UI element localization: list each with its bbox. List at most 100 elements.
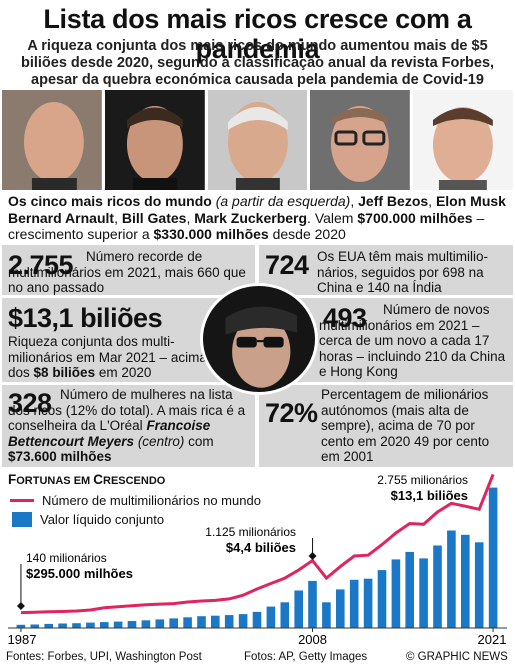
- bar-2015: [405, 551, 414, 628]
- fact-5-text-b: com: [188, 433, 214, 449]
- fact-3: $13,1 biliões Riqueza conjunta dos multi…: [2, 298, 255, 382]
- bar-2000: [197, 616, 206, 628]
- fact-1-text: Número recorde de multimilionários em 20…: [8, 249, 246, 295]
- fact-3-number: $13,1 biliões: [8, 303, 163, 333]
- bar-1998: [169, 618, 178, 628]
- fact-3-text-b: $8 biliões: [33, 365, 96, 380]
- page-subtitle: A riqueza conjunta dos mais ricos do mun…: [20, 38, 495, 88]
- annotation-1987-count: 140 milionários: [26, 551, 107, 565]
- fact-4-text: Número de novos multimilionários em 2021…: [319, 302, 506, 379]
- bar-1993: [100, 622, 109, 628]
- annotation-1987-marker: [16, 602, 25, 610]
- caption-note: (a partir da esquerda): [215, 193, 351, 209]
- legend-line-label: Número de multimilionários no mundo: [42, 493, 261, 508]
- fact-1-number: 2.755: [8, 250, 74, 280]
- fact-5-value: $73.600 milhões: [8, 449, 112, 464]
- annotation-2008-marker: [308, 552, 317, 560]
- chart-title-cap-2: C: [93, 472, 103, 487]
- series-line: [20, 473, 495, 615]
- caption-value-prefix: Valem: [314, 209, 354, 226]
- fact-5-text: Número de mulheres na lista dos ricos (1…: [8, 387, 248, 465]
- legend-bar-swatch: [12, 512, 32, 527]
- caption-name-2: Elon Musk: [435, 193, 506, 209]
- caption-lead: Os cinco mais ricos do mundo: [8, 193, 212, 209]
- portrait-2: [104, 90, 205, 190]
- caption-growth: $330.000 milhões: [153, 226, 269, 242]
- bar-2001: [211, 615, 220, 628]
- fact-2: 724 Os EUA têm mais multimilio-nários, s…: [259, 245, 513, 295]
- x-tick-label-2021: 2021: [478, 632, 507, 647]
- portrait-4: [310, 90, 411, 190]
- bar-2002: [224, 615, 234, 628]
- bar-2020: [474, 542, 484, 628]
- bar-2008: [308, 580, 317, 628]
- portrait-1: [2, 90, 102, 190]
- bar-2019: [461, 534, 470, 628]
- footer-sources: Fontes: Forbes, UPI, Washington Post: [6, 651, 202, 663]
- fact-1: 2.755 Número recorde de multimilionários…: [2, 245, 255, 295]
- bar-1995: [127, 621, 137, 628]
- annotation-2008-count: 1.125 milionários: [205, 525, 296, 539]
- portrait-5: [413, 90, 513, 190]
- legend-item-bar: Valor líquido conjunto: [10, 510, 261, 529]
- caption-name-3: Bernard Arnault: [8, 209, 115, 226]
- fact-4-number: 493: [323, 303, 367, 333]
- annotation-1987-value: $295.000 milhões: [26, 566, 133, 581]
- bar-2021: [488, 487, 498, 628]
- bar-1992: [86, 622, 95, 628]
- page-title: Lista dos mais ricos cresce com a pandem…: [43, 4, 472, 64]
- bar-1996: [141, 620, 151, 628]
- chart-area: 1987 2008 2021 140 milionários$295.000 mil…: [8, 473, 507, 647]
- fact-2-text: Os EUA têm mais multimilio-nários, segui…: [317, 249, 489, 295]
- bar-1988: [30, 624, 40, 628]
- fact-3-text-a: Riqueza conjunta dos multi-milionários e…: [8, 334, 207, 380]
- caption-value: $700.000 milhões: [357, 209, 473, 226]
- bar-1987: [16, 624, 26, 628]
- fact-2-number: 724: [265, 250, 309, 280]
- bar-2006: [280, 602, 290, 628]
- footer-credit: © GRAPHIC NEWS: [406, 651, 508, 663]
- bar-2009: [322, 602, 331, 628]
- x-tick-label-2008: 2008: [298, 632, 327, 647]
- bar-2004: [252, 611, 262, 628]
- chart-title-part-2: RESCENDO: [103, 475, 166, 487]
- bar-2012: [363, 578, 373, 628]
- fact-3-text: Riqueza conjunta dos multi-milionários e…: [8, 334, 208, 381]
- bar-1991: [72, 623, 81, 628]
- fact-5-number: 328: [8, 388, 52, 418]
- annotation-2021-value: $13,1 biliões: [391, 488, 468, 503]
- caption-growth-prefix: crescimento superior a: [8, 226, 150, 242]
- legend-item-line: Número de multimilionários no mundo: [10, 491, 261, 510]
- fact-5-text-a: Número de mulheres na lista dos ricos (1…: [8, 387, 246, 433]
- bar-2003: [238, 614, 248, 628]
- caption-name-4: Bill Gates: [121, 209, 187, 226]
- chart-title: FORTUNAS EM CRESCENDO: [8, 472, 165, 487]
- fact-5-note: (centro): [137, 433, 185, 449]
- bar-2013: [377, 570, 387, 628]
- fact-6-number: 72%: [265, 398, 318, 428]
- bar-2005: [266, 606, 276, 628]
- legend-bar-label: Valor líquido conjunto: [40, 512, 165, 527]
- bar-2007: [294, 590, 303, 628]
- annotation-2008-value: $4,4 biliões: [226, 540, 296, 555]
- bar-1990: [58, 623, 67, 628]
- caption-name-1: Jeff Bezos: [358, 193, 429, 209]
- x-tick-label-1987: 1987: [8, 632, 37, 647]
- photo-strip: [2, 90, 513, 190]
- legend-line-swatch: [10, 499, 34, 502]
- bar-2014: [391, 559, 401, 628]
- annotation-2021-count: 2.755 milionários: [377, 473, 468, 487]
- photo-caption: Os cinco mais ricos do mundo (a partir d…: [8, 193, 506, 242]
- bar-2017: [433, 545, 442, 628]
- fact-5: 328 Número de mulheres na lista dos rico…: [2, 385, 255, 467]
- fact-3-text-c: em 2020: [98, 365, 152, 380]
- fact-6: 72% Percentagem de milionários autónomos…: [259, 385, 513, 467]
- bar-1997: [155, 619, 165, 628]
- chart-title-cap-1: F: [8, 472, 17, 487]
- bar-2011: [349, 579, 359, 628]
- footer-photos: Fotos: AP, Getty Images: [244, 651, 368, 663]
- bar-2016: [419, 558, 428, 628]
- portrait-3: [207, 90, 308, 190]
- bar-1999: [183, 617, 192, 628]
- caption-name-5: Mark Zuckerberg: [194, 209, 308, 226]
